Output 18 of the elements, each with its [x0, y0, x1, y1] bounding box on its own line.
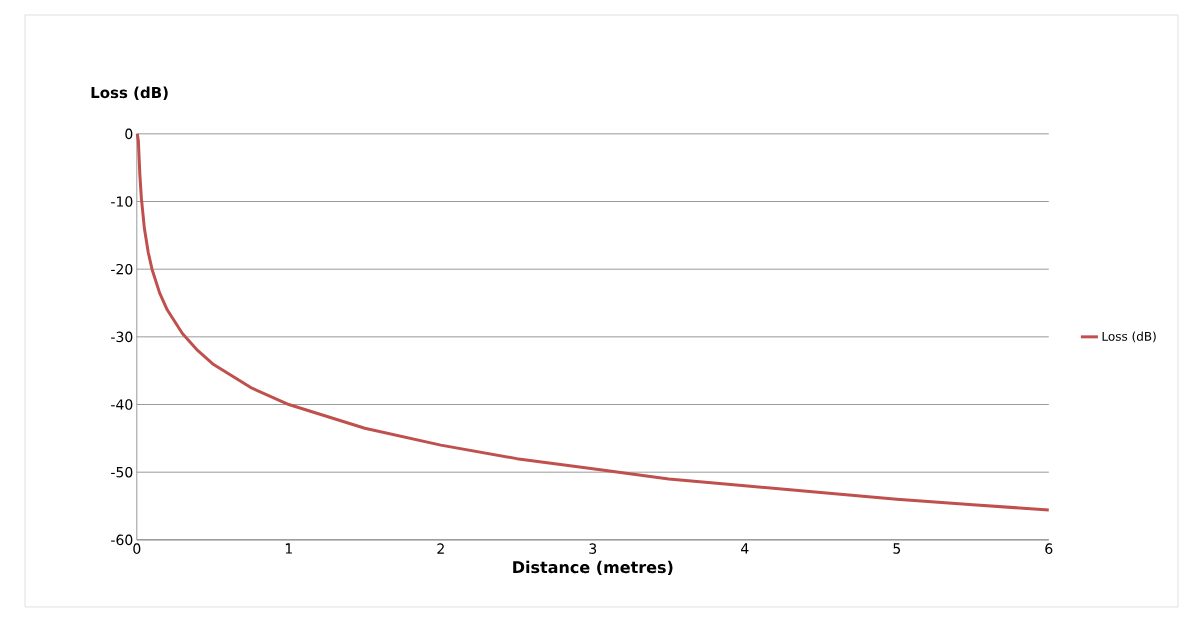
x-tick-label: 2	[437, 543, 444, 554]
line-series	[135, 132, 1051, 512]
x-tick-label: 4	[741, 543, 749, 554]
x-tick-label: 6	[1045, 543, 1053, 554]
y-tick-label: -10	[111, 196, 133, 207]
x-tick-label: 1	[285, 543, 292, 554]
x-tick-label: 5	[893, 543, 901, 554]
legend-label: Loss (dB)	[1102, 331, 1156, 343]
y-tick-label: -40	[111, 399, 133, 410]
y-tick-label: -60	[111, 534, 133, 546]
y-axis-title: Loss (dB)	[91, 86, 168, 100]
y-tick-label: -20	[111, 263, 133, 275]
x-tick-label: 3	[589, 543, 597, 554]
y-tick-label: -50	[111, 466, 133, 478]
x-axis-title: Distance (metres)	[513, 560, 673, 576]
x-tick-label: 0	[133, 543, 141, 554]
y-tick-label: 0	[125, 128, 133, 140]
y-tick-label: -30	[111, 331, 133, 343]
